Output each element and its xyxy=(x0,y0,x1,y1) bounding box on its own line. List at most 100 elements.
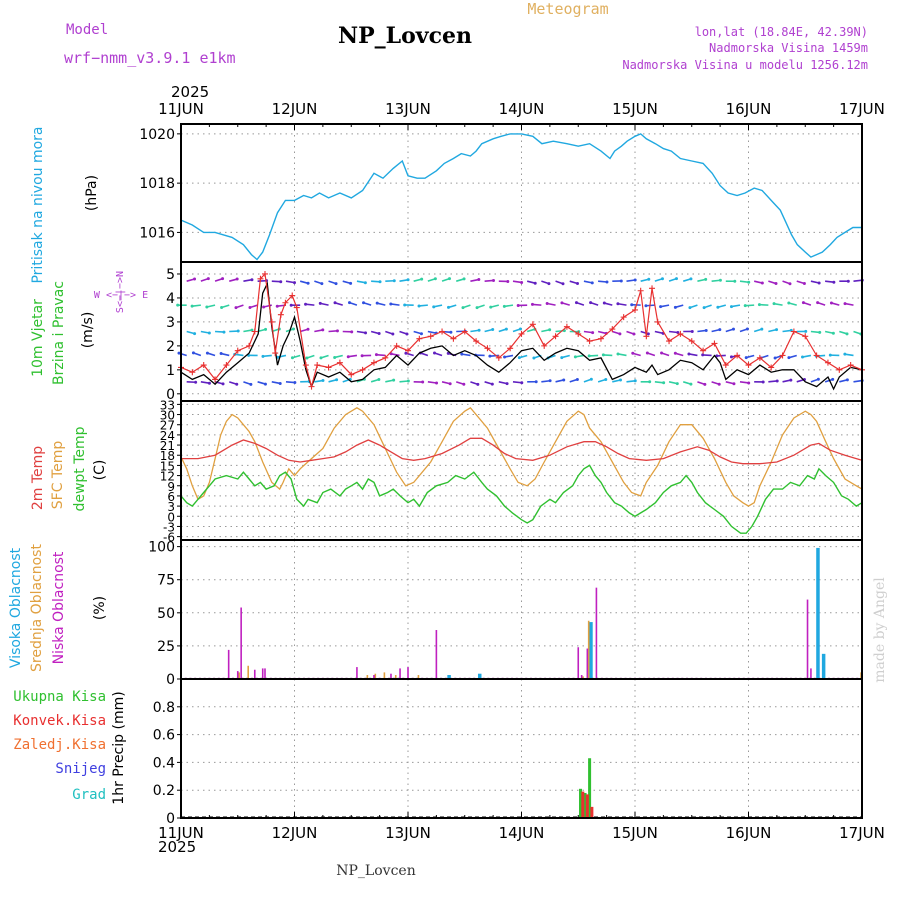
cloud-low-bar xyxy=(240,607,242,679)
wind-arrow-head xyxy=(619,378,623,382)
wind-gust-marker xyxy=(836,366,843,373)
wind-arrow-head xyxy=(205,351,209,355)
product-title: Meteogram xyxy=(527,0,608,18)
wind-arrow-head xyxy=(421,380,425,384)
wind-arrow-head xyxy=(207,331,211,335)
wind-arrow-head xyxy=(772,302,776,306)
wind-gust-marker xyxy=(246,342,253,349)
wind-gust-marker xyxy=(609,326,616,333)
wind-arrow-head xyxy=(363,281,367,285)
wind-arrow-head xyxy=(631,351,635,355)
wind-arrow-head xyxy=(703,382,707,386)
wind-gust-marker xyxy=(756,354,763,361)
temp-label-1: 2m Temp xyxy=(30,446,46,510)
wind-arrow-head xyxy=(731,327,735,331)
wind-arrow-head xyxy=(816,301,820,305)
precip-unit: 1hr Precip (mm) xyxy=(111,691,127,804)
wind-arrow-head xyxy=(747,280,751,284)
wind-gust-marker xyxy=(632,306,638,313)
wind-arrow-head xyxy=(417,304,421,308)
wind-arrow-head xyxy=(690,329,694,333)
wind-gust-marker xyxy=(302,362,309,369)
wind-gust-marker xyxy=(261,270,268,277)
wind-arrow-head xyxy=(193,277,197,281)
x-tick-label: 15JUN xyxy=(612,100,658,118)
cloud-low-bar xyxy=(356,667,358,679)
wind-arrow-head xyxy=(788,282,792,286)
wind-arrow-head xyxy=(829,301,833,305)
wind-arrow-head xyxy=(360,354,364,358)
cloud-label-2: Srednja Oblacnost xyxy=(29,544,45,672)
wind-arrow-head xyxy=(701,353,705,357)
wind-arrow-head xyxy=(530,302,534,306)
y-tick-label: 0 xyxy=(166,387,175,403)
wind-arrow-head xyxy=(333,301,337,305)
wind-arrow-head xyxy=(816,377,820,381)
x-tick-label: 17JUN xyxy=(839,100,885,118)
wind-arrow-head xyxy=(605,280,609,284)
wind-arrow-head xyxy=(601,353,605,357)
wind-arrow-head xyxy=(648,380,652,384)
wind-arrow-head xyxy=(744,356,748,360)
y-tick-label: 100 xyxy=(148,540,175,556)
wind-arrow-head xyxy=(462,382,466,386)
wind-arrow-head xyxy=(219,352,223,356)
wind-arrow-head xyxy=(633,278,637,282)
wind-arrow-head xyxy=(818,330,822,334)
wind-arrow-head xyxy=(347,301,351,305)
wind-arrow-head xyxy=(491,328,495,332)
wind-gust-marker xyxy=(289,292,296,299)
wind-gust-marker xyxy=(802,333,809,340)
wind-gust-marker xyxy=(813,352,820,359)
wind-gust-marker xyxy=(382,354,389,361)
frames-layer xyxy=(180,123,863,819)
wind-arrow-head xyxy=(490,382,494,386)
wind-gust-marker xyxy=(314,362,321,369)
x-tick-label: 15JUN xyxy=(612,824,658,842)
wind-gust-marker xyxy=(688,338,695,345)
wind-arrow-head xyxy=(275,304,279,308)
panel-frame xyxy=(180,678,863,819)
wind-arrow-head xyxy=(403,303,407,307)
cloud-mid-bar xyxy=(366,675,369,679)
wind-compass-h: W <−|−> E xyxy=(94,290,148,301)
wind-gust-marker xyxy=(677,330,684,337)
wind-gust-marker xyxy=(308,383,315,390)
x-tick-label: 13JUN xyxy=(385,824,431,842)
y-tick-label: -3 xyxy=(163,520,175,534)
wind-compass-v: S<−|−>N xyxy=(115,271,126,313)
wind-gust-marker xyxy=(649,285,656,292)
wind-gust-marker xyxy=(745,362,752,369)
precip-total-bar xyxy=(583,792,587,818)
wind-arrow-head xyxy=(591,331,595,335)
wind-gust-marker xyxy=(461,328,468,335)
wind-arrow-head xyxy=(745,327,749,331)
wind-gust-marker xyxy=(277,311,284,318)
wind-arrow-head xyxy=(775,379,779,383)
wind-arrow-head xyxy=(517,356,521,360)
wind-arrow-head xyxy=(775,328,779,332)
wind-gust-marker xyxy=(348,371,355,378)
wind-gust-marker xyxy=(700,347,707,354)
precip-label-1: Ukupna Kisa xyxy=(13,689,106,705)
wind-arrow-head xyxy=(520,280,524,284)
wind-arrow-head xyxy=(292,281,296,285)
cloud-mid-bar xyxy=(417,675,420,679)
x-tick-label: 11JUN xyxy=(158,100,204,118)
wind-arrow-head xyxy=(743,304,747,308)
y-tick-label: 9 xyxy=(167,480,175,494)
wind-arrow-head xyxy=(573,355,577,359)
wind-arrow-head xyxy=(335,378,339,382)
x-tick-label: 16JUN xyxy=(726,100,772,118)
wind-gust-marker xyxy=(450,335,457,342)
wind-arrow-head xyxy=(804,329,808,333)
wind-gust-marker xyxy=(325,364,332,371)
wind-arrow-head xyxy=(589,377,593,381)
wind-gust-marker xyxy=(223,362,230,369)
wind-arrow-head xyxy=(789,378,793,382)
wind-arrow-head xyxy=(760,281,764,285)
cloud-mid-bar xyxy=(394,675,397,679)
y-tick-label: 3 xyxy=(167,500,175,514)
wind-arrow-head xyxy=(674,277,678,281)
wind-arrow-head xyxy=(289,303,293,307)
